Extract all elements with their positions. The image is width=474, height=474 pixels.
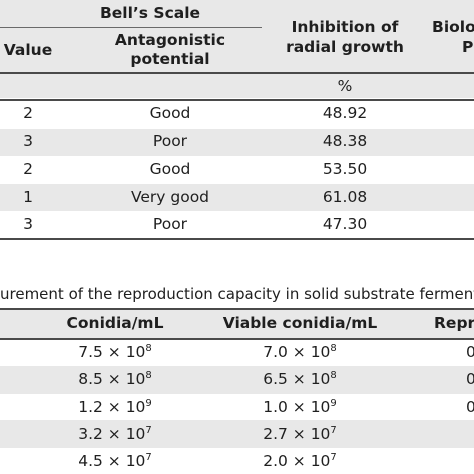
reproduction-cell-partial: 0 — [466, 343, 474, 361]
value-cell: 3 — [23, 215, 33, 233]
table-1-unit-rule — [0, 99, 474, 101]
table-2-caption: urement of the reproduction capacity in … — [0, 285, 474, 303]
table-2-header-band — [0, 310, 474, 338]
bells-scale-header: Bell’s Scale — [99, 4, 201, 22]
antagonistic-potential-header: Antagonistic potential — [114, 31, 226, 68]
potential-cell: Good — [149, 104, 191, 122]
conidia-cell: 3.2 × 107 — [78, 425, 152, 443]
value-cell: 2 — [23, 160, 33, 178]
value-cell: 1 — [23, 188, 33, 206]
viable-conidia-cell: 1.0 × 109 — [263, 398, 337, 416]
reproduction-cell-partial: 0 — [466, 370, 474, 388]
inhibition-cell: 47.30 — [322, 215, 368, 233]
conidia-cell: 8.5 × 108 — [78, 370, 152, 388]
value-cell: 3 — [23, 132, 33, 150]
inhibition-cell: 48.92 — [322, 104, 368, 122]
conidia-cell: 1.2 × 109 — [78, 398, 152, 416]
viable-conidia-header: Viable conidia/mL — [222, 314, 378, 332]
reproduction-header-partial: Repr — [434, 314, 474, 332]
viable-conidia-cell: 7.0 × 108 — [263, 343, 337, 361]
biological-header-partial: Biolo P — [432, 18, 474, 56]
conidia-cell: 7.5 × 108 — [78, 343, 152, 361]
table-1-bottom-rule — [0, 238, 474, 240]
potential-cell: Very good — [130, 188, 210, 206]
table-1-header-rule — [0, 72, 474, 74]
inhibition-cell: 53.50 — [322, 160, 368, 178]
potential-cell: Good — [149, 160, 191, 178]
table-1-header-band — [0, 0, 474, 98]
reproduction-cell-partial: 0 — [466, 398, 474, 416]
bells-scale-underline — [0, 27, 262, 28]
inhibition-header: Inhibition of radial growth — [286, 18, 404, 56]
value-header: Value — [3, 41, 53, 59]
conidia-header: Conidia/mL — [66, 314, 164, 332]
value-cell: 2 — [23, 104, 33, 122]
table-2-top-rule — [0, 308, 474, 310]
potential-cell: Poor — [152, 132, 188, 150]
viable-conidia-cell: 2.0 × 107 — [263, 452, 337, 470]
viable-conidia-cell: 6.5 × 108 — [263, 370, 337, 388]
inhibition-unit: % — [337, 77, 353, 95]
potential-cell: Poor — [152, 215, 188, 233]
conidia-cell: 4.5 × 107 — [78, 452, 152, 470]
table-2-header-rule — [0, 338, 474, 340]
viable-conidia-cell: 2.7 × 107 — [263, 425, 337, 443]
inhibition-cell: 48.38 — [322, 132, 368, 150]
inhibition-cell: 61.08 — [322, 188, 368, 206]
